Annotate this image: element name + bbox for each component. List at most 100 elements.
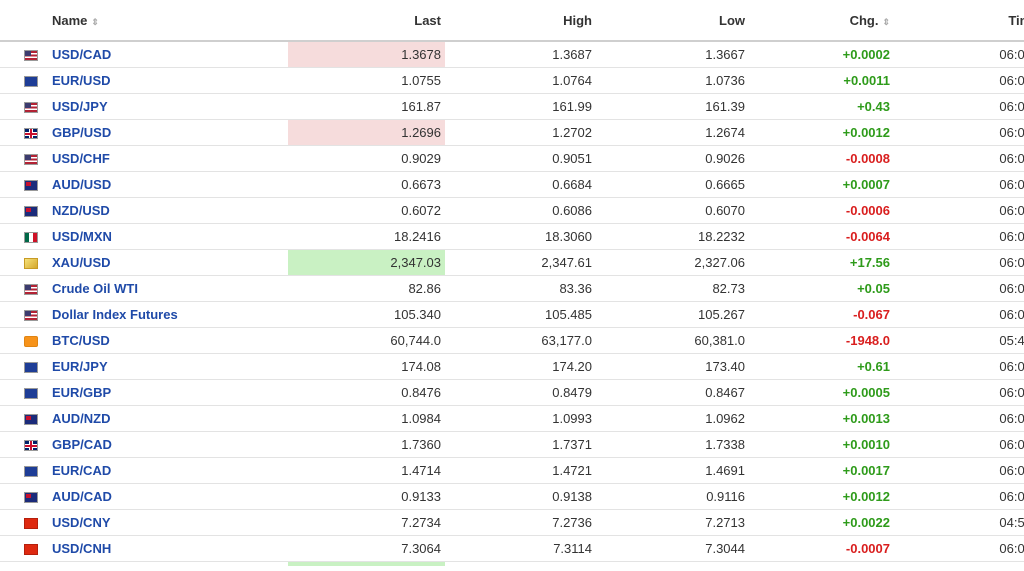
instrument-link[interactable]: EUR/JPY <box>52 359 108 374</box>
time-cell: 06:00:25 <box>890 145 1024 172</box>
chg-column-header[interactable]: Chg. ⇕ <box>745 0 890 42</box>
time-cell: 06:00:26 <box>890 249 1024 276</box>
name-cell: Dollar Index Futures <box>30 301 288 328</box>
low-price-cell: 82.73 <box>592 275 745 302</box>
change-cell: -0.0007 <box>745 535 890 562</box>
low-price-cell: 105.267 <box>592 301 745 328</box>
instrument-link[interactable]: USD/CHF <box>52 151 110 166</box>
last-price-cell: 1.7360 <box>288 431 445 458</box>
instrument-link[interactable]: AUD/USD <box>52 177 112 192</box>
low-price-cell: 7.3044 <box>592 535 745 562</box>
flag-cell <box>0 327 38 354</box>
sort-icon[interactable]: ⇕ <box>91 16 99 27</box>
name-cell: USD/CNH <box>30 535 288 562</box>
flag-icon <box>24 310 38 322</box>
change-cell: -1948.0 <box>745 327 890 354</box>
low-price-cell: 0.9026 <box>592 145 745 172</box>
name-cell: EUR/GBP <box>30 379 288 406</box>
sort-icon[interactable]: ⇕ <box>882 16 890 27</box>
flag-cell <box>0 301 38 328</box>
last-price-cell: 0.9029 <box>288 145 445 172</box>
low-price-cell: 60,381.0 <box>592 327 745 354</box>
instrument-link[interactable]: BTC/USD <box>52 333 110 348</box>
high-column-header[interactable]: High <box>445 0 592 42</box>
name-column-header[interactable]: Name ⇕ <box>30 0 288 42</box>
instrument-link[interactable]: Dollar Index Futures <box>52 307 178 322</box>
flag-cell <box>0 93 38 120</box>
high-price-cell: 18.3060 <box>445 223 592 250</box>
last-price-cell <box>288 561 445 566</box>
change-cell: +0.0012 <box>745 483 890 510</box>
time-column-header[interactable]: Time⇕ <box>890 0 1024 42</box>
change-cell: -0.0006 <box>745 197 890 224</box>
last-price-cell: 7.3064 <box>288 535 445 562</box>
flag-cell <box>0 119 38 146</box>
flag-icon <box>24 414 38 426</box>
last-price-cell: 0.6673 <box>288 171 445 198</box>
name-cell: USD/CAD <box>30 41 288 68</box>
table-row[interactable]: XAU/USD 2,347.03 2,347.61 2,327.06 +17.56 06:… <box>0 249 1024 276</box>
low-column-header[interactable]: Low <box>592 0 745 42</box>
last-price-cell: 82.86 <box>288 275 445 302</box>
instrument-link[interactable]: EUR/GBP <box>52 385 112 400</box>
instrument-link[interactable]: GBP/USD <box>52 125 112 140</box>
flag-column-header <box>0 0 30 42</box>
table-row[interactable]: Dollar Index Futures 105.340 105.485 105.26… <box>0 301 1024 328</box>
last-price-cell: 7.2734 <box>288 509 445 536</box>
low-price-cell: 0.8467 <box>592 379 745 406</box>
high-price-cell: 7.2736 <box>445 509 592 536</box>
change-cell: +17.56 <box>745 249 890 276</box>
flag-icon <box>24 154 38 166</box>
time-cell: 04:51:40 <box>890 509 1024 536</box>
instrument-link[interactable]: EUR/USD <box>52 73 111 88</box>
low-price-cell: 0.6070 <box>592 197 745 224</box>
instrument-link[interactable]: EUR/CAD <box>52 463 112 478</box>
last-price-cell: 1.2696 <box>288 119 445 146</box>
low-price-cell: 1.0962 <box>592 405 745 432</box>
name-cell: USD/MXN <box>30 223 288 250</box>
flag-cell <box>0 405 38 432</box>
flag-cell <box>0 535 38 562</box>
instrument-link[interactable]: GBP/CAD <box>52 437 112 452</box>
instrument-link[interactable]: Crude Oil WTI <box>52 281 138 296</box>
flag-icon <box>24 284 38 296</box>
instrument-link[interactable]: USD/MXN <box>52 229 112 244</box>
instrument-link[interactable]: USD/CNY <box>52 515 111 530</box>
table-row[interactable]: Crude Oil WTI 82.8683.3682.73+0.0506:00:2… <box>0 275 1024 302</box>
instrument-link[interactable]: USD/JPY <box>52 99 108 114</box>
instrument-link[interactable]: AUD/NZD <box>52 411 111 426</box>
instrument-link[interactable]: USD/CAD <box>52 47 112 62</box>
last-price-cell: 105.340 <box>288 301 445 328</box>
last-column-header[interactable]: Last <box>288 0 445 42</box>
flag-cell <box>0 145 38 172</box>
high-price-cell: 1.2702 <box>445 119 592 146</box>
name-cell: GBP/USD <box>30 119 288 146</box>
table-row[interactable]: USD/MXN 18.241618.306018.2232-0.006406:00… <box>0 223 1024 250</box>
instrument-link[interactable]: USD/CNH <box>52 541 112 556</box>
last-price-cell: 1.3678 <box>288 41 445 68</box>
high-price-cell: 0.6086 <box>445 197 592 224</box>
change-cell: +0.0012 <box>745 119 890 146</box>
instrument-link[interactable]: AUD/CAD <box>52 489 112 504</box>
instrument-link[interactable]: XAU/USD <box>52 255 111 270</box>
name-cell: EUR/USD <box>30 67 288 94</box>
high-price-cell: 174.20 <box>445 353 592 380</box>
instrument-link[interactable]: NZD/USD <box>52 203 110 218</box>
table-row[interactable]: BTC/USD 60,744.0 63,177.0 60,381.0 -1948.0 05… <box>0 327 1024 354</box>
